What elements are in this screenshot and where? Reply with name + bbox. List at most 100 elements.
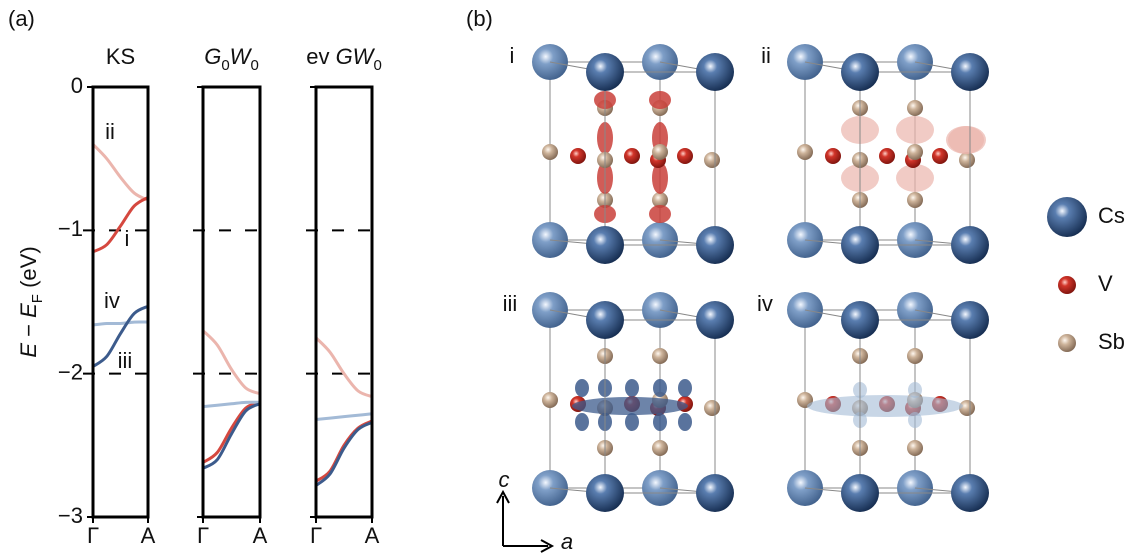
y-axis-label: E − EF (eV): [16, 246, 47, 357]
orbital: [625, 413, 639, 431]
sb-atom: [907, 100, 923, 116]
cs-atom: [841, 226, 879, 264]
structure: [532, 292, 734, 512]
band-line: [316, 414, 372, 420]
orbital: [908, 412, 922, 428]
cs-atom: [696, 226, 734, 264]
structure: [532, 44, 734, 264]
text-part: (eV): [16, 246, 41, 294]
figure: (a) (b) KS0−1−2−3E − EF (eV)ΓAiiiiviiiG0…: [0, 0, 1131, 554]
text-part: ev: [306, 44, 335, 69]
legend-label: V: [1098, 271, 1113, 296]
sb-atom: [704, 400, 720, 416]
band-line: [93, 144, 148, 200]
cs-atom: [951, 474, 989, 512]
legend-swatch: [1058, 334, 1076, 352]
legend-swatch: [1047, 197, 1087, 237]
structure-label: iv: [757, 291, 773, 316]
cs-atom: [841, 53, 879, 91]
panel-label: (b): [466, 6, 493, 31]
text-part: 0: [250, 57, 258, 74]
orbital: [807, 395, 963, 417]
structure: [787, 292, 989, 512]
sb-atom: [907, 144, 923, 160]
v-atom: [932, 148, 948, 164]
panel-label: (a): [8, 6, 35, 31]
sb-atom: [907, 348, 923, 364]
structure: [787, 44, 989, 264]
cs-atom: [586, 53, 624, 91]
text-part: F: [29, 294, 46, 303]
v-atom: [879, 148, 895, 164]
text-part: 0: [373, 57, 381, 74]
y-tick-label: −3: [58, 503, 83, 528]
x-tick-label: Γ: [310, 523, 322, 548]
text-part: GW: [336, 44, 376, 69]
sb-atom: [542, 144, 558, 160]
band-label: ii: [105, 119, 115, 144]
structure-label: iii: [503, 291, 518, 316]
sb-atom: [797, 144, 813, 160]
x-tick-label: A: [253, 523, 268, 548]
sb-atom: [542, 392, 558, 408]
cs-atom: [696, 53, 734, 91]
orbital: [908, 382, 922, 398]
sb-atom: [652, 144, 668, 160]
orbital: [625, 379, 639, 397]
v-atom: [825, 148, 841, 164]
text-part: E: [16, 303, 41, 318]
panel-frame: [203, 87, 260, 517]
text-part: W: [230, 44, 253, 69]
legend-label: Cs: [1098, 203, 1125, 228]
orbital: [649, 91, 671, 109]
axis-label: c: [499, 467, 510, 492]
v-atom: [570, 148, 586, 164]
y-tick-label: 0: [71, 73, 83, 98]
panel-title: ev GW0: [306, 44, 382, 75]
cs-atom: [951, 226, 989, 264]
orbital: [572, 397, 688, 415]
orbital: [896, 116, 934, 144]
sb-atom: [652, 348, 668, 364]
text-part: 0: [221, 57, 229, 74]
structure-label: ii: [761, 43, 771, 68]
cs-atom: [696, 301, 734, 339]
band-label: iv: [104, 288, 120, 313]
band-label: iii: [118, 348, 133, 373]
band-line: [316, 338, 372, 397]
orbital: [946, 126, 984, 154]
x-tick-label: Γ: [197, 523, 209, 548]
text-part: G: [204, 44, 221, 69]
v-atom: [677, 148, 693, 164]
cs-atom: [841, 301, 879, 339]
y-tick-label: −2: [58, 359, 83, 384]
orbital: [575, 413, 589, 431]
orbital: [896, 164, 934, 192]
sb-atom: [959, 152, 975, 168]
orbital: [678, 379, 692, 397]
orbital: [575, 379, 589, 397]
cs-atom: [586, 474, 624, 512]
cs-atom: [951, 53, 989, 91]
band-line: [93, 322, 148, 325]
legend-swatch: [1058, 276, 1076, 294]
orbital: [653, 413, 667, 431]
sb-atom: [704, 152, 720, 168]
x-tick-label: Γ: [87, 523, 99, 548]
orbital: [678, 413, 692, 431]
panel-frame: [316, 87, 372, 517]
structure-label: i: [510, 43, 515, 68]
orbital: [649, 205, 671, 223]
text-part: E: [16, 343, 41, 358]
cs-atom: [951, 301, 989, 339]
band-line: [203, 331, 260, 394]
orbital: [653, 379, 667, 397]
legend-label: Sb: [1098, 329, 1125, 354]
cs-atom: [696, 474, 734, 512]
v-atom: [624, 148, 640, 164]
cs-atom: [586, 226, 624, 264]
band-label: i: [125, 226, 130, 251]
sb-atom: [652, 440, 668, 456]
panel-title: KS: [106, 44, 135, 69]
text-part: −: [16, 318, 41, 343]
